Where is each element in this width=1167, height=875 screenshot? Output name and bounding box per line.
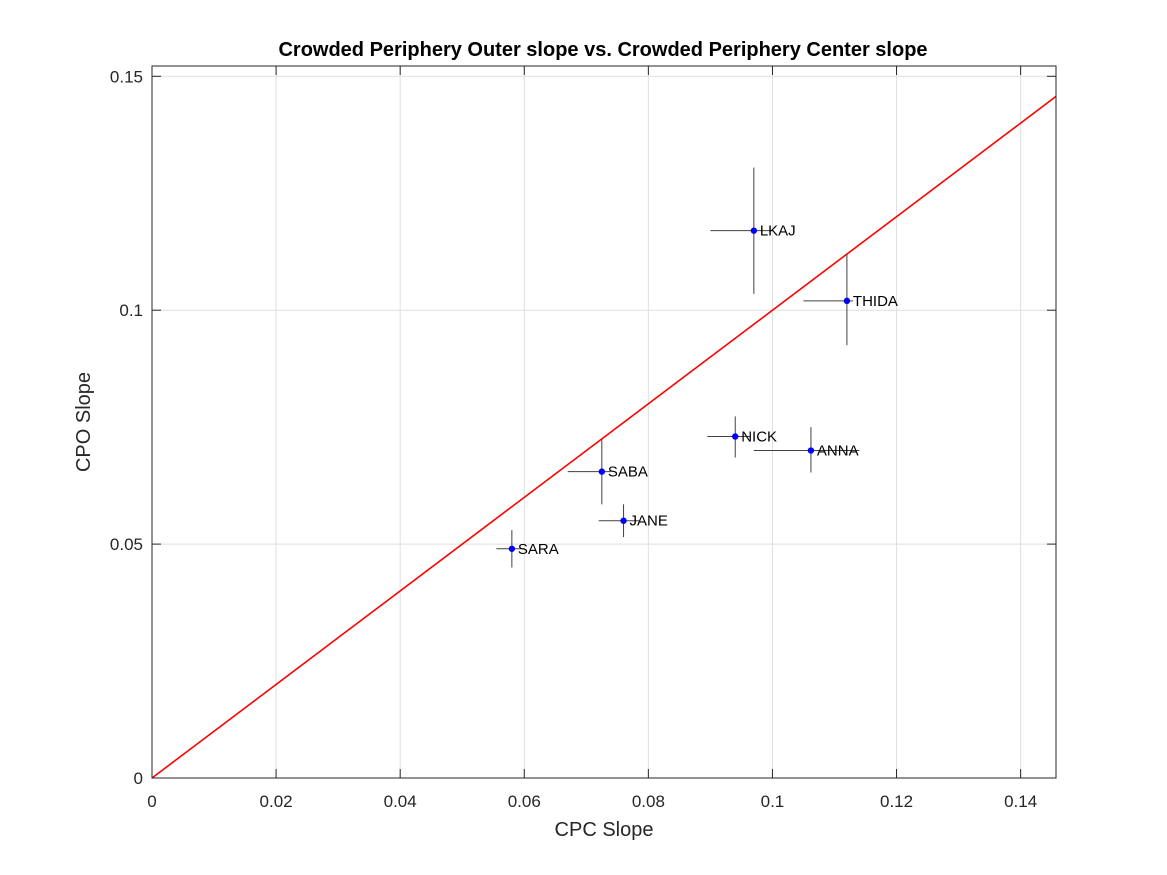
data-point-group: SABA <box>567 438 648 505</box>
data-point <box>620 517 627 524</box>
data-point <box>807 447 815 454</box>
data-point-label: JANE <box>630 513 668 530</box>
plot-area-frame <box>151 65 1057 779</box>
data-point <box>750 227 758 234</box>
data-point <box>508 545 516 552</box>
grid <box>151 66 1056 779</box>
data-point-group: ANNA <box>753 427 860 473</box>
x-axis-label: CPC Slope <box>555 819 654 841</box>
data-point <box>598 468 606 475</box>
x-tick-label: 0.1 <box>761 792 785 811</box>
data-point-label: NICK <box>741 429 777 446</box>
data-point <box>843 297 851 305</box>
data-point-label: ANNA <box>817 443 859 460</box>
y-tick-label: 0 <box>134 769 143 788</box>
chart-title: Crowded Periphery Outer slope vs. Crowde… <box>278 39 927 61</box>
data-point-group: SARA <box>496 530 559 568</box>
y-tick-label: 0.05 <box>110 535 143 554</box>
y-axis-label: CPO Slope <box>73 372 95 472</box>
y-tick-label: 0.1 <box>119 301 143 320</box>
identity-reference-line <box>151 95 1057 779</box>
data-point-label: THIDA <box>853 293 898 310</box>
x-tick-label: 0.12 <box>880 792 913 811</box>
ticks-layer: 0 0.02 0.04 0.06 0.08 0.1 0.12 0.14 0 0.05 0.1 0.15 <box>110 66 1056 811</box>
reference-line-layer <box>151 95 1057 779</box>
x-tick-label: 0.08 <box>632 792 665 811</box>
data-point-group: JANE <box>598 504 668 538</box>
x-tick-label: 0.04 <box>384 792 417 811</box>
y-tick-label: 0.15 <box>110 67 143 86</box>
data-point <box>732 433 739 440</box>
x-tick-label: 0 <box>147 792 156 811</box>
data-point-group: LKAJ <box>710 167 796 294</box>
x-tick-label: 0.06 <box>508 792 541 811</box>
x-tick-label: 0.02 <box>260 792 293 811</box>
points-layer: LKAJ THIDA NICK ANNA SABA JANE SARA <box>496 167 898 568</box>
data-point-group: NICK <box>707 416 777 458</box>
x-tick-label: 0.14 <box>1004 792 1037 811</box>
data-point-label: SABA <box>608 464 648 481</box>
data-point-group: THIDA <box>803 254 898 346</box>
data-point-label: SARA <box>518 541 559 558</box>
data-point-label: LKAJ <box>760 223 796 240</box>
